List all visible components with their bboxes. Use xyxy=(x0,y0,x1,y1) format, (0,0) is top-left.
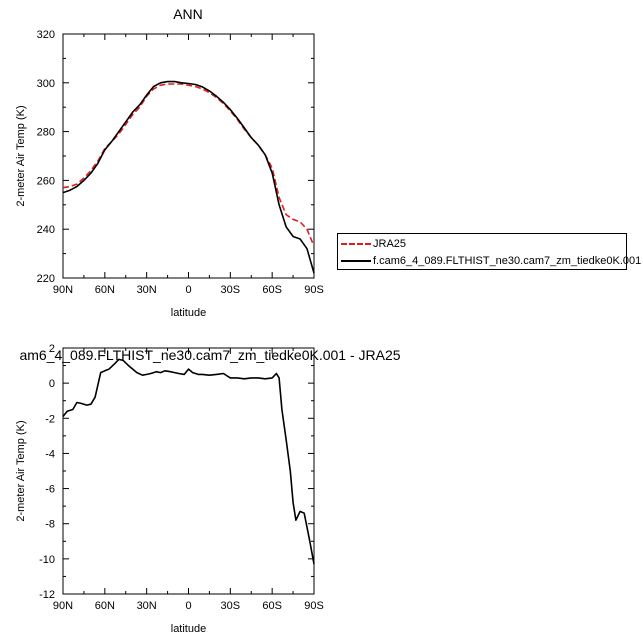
bottom-y-tick-label: -2 xyxy=(45,413,55,425)
legend-item-jra25: JRA25 xyxy=(338,236,406,252)
top-y-tick-label: 280 xyxy=(37,127,55,139)
bottom-y-tick-label: -6 xyxy=(45,484,55,496)
bottom-y-tick-label: 0 xyxy=(49,378,55,390)
bottom-x-tick-label: 30S xyxy=(221,600,241,612)
bottom-chart-title: am6_4_089.FLTHIST_ne30.cam7_zm_tiedke0K.… xyxy=(19,347,400,363)
top-y-tick-label: 320 xyxy=(37,29,55,41)
legend-item-model: f.cam6_4_089.FLTHIST_ne30.cam7_zm_tiedke… xyxy=(338,253,641,269)
bottom-x-axis-label: latitude xyxy=(171,623,206,635)
legend: JRA25 f.cam6_4_089.FLTHIST_ne30.cam7_zm_… xyxy=(337,233,641,270)
top-series-line-0 xyxy=(62,83,315,247)
top-x-tick-label: 0 xyxy=(185,284,191,296)
bottom-x-tick-label: 90N xyxy=(53,600,73,612)
top-x-tick-label: 90S xyxy=(304,284,324,296)
bottom-plot-frame xyxy=(62,347,315,595)
top-y-tick-label: 260 xyxy=(37,175,55,187)
legend-swatch-jra25 xyxy=(341,243,371,245)
top-chart-title: ANN xyxy=(173,6,203,22)
top-x-tick-label: 90N xyxy=(53,284,73,296)
bottom-y-tick-label: -4 xyxy=(45,448,55,460)
top-x-axis-label: latitude xyxy=(171,307,206,319)
top-y-tick-label: 220 xyxy=(37,273,55,285)
bottom-x-tick-label: 60S xyxy=(262,600,282,612)
bottom-x-tick-label: 90S xyxy=(304,600,324,612)
bottom-y-tick-label: -8 xyxy=(45,519,55,531)
top-x-tick-label: 30N xyxy=(137,284,157,296)
bottom-x-tick-label: 30N xyxy=(137,600,157,612)
top-plot-frame xyxy=(62,33,315,279)
legend-label-jra25: JRA25 xyxy=(373,238,407,250)
legend-label-model: f.cam6_4_089.FLTHIST_ne30.cam7_zm_tiedke… xyxy=(373,255,642,267)
bottom-x-tick-label: 0 xyxy=(185,600,191,612)
bottom-y-axis-label: 2-meter Air Temp (K) xyxy=(15,420,27,521)
top-y-tick-label: 240 xyxy=(37,224,55,236)
top-x-tick-label: 60N xyxy=(95,284,115,296)
legend-swatch-model xyxy=(341,260,371,262)
bottom-y-tick-label: 2 xyxy=(49,343,55,355)
bottom-series-line-0 xyxy=(62,358,315,565)
bottom-y-tick-label: -12 xyxy=(39,589,55,601)
top-x-tick-label: 30S xyxy=(221,284,241,296)
top-y-axis-label: 2-meter Air Temp (K) xyxy=(15,105,27,206)
bottom-y-tick-label: -10 xyxy=(39,554,55,566)
top-y-tick-label: 300 xyxy=(37,78,55,90)
top-x-tick-label: 60S xyxy=(262,284,282,296)
top-series-line-1 xyxy=(62,80,315,274)
bottom-x-tick-label: 60N xyxy=(95,600,115,612)
